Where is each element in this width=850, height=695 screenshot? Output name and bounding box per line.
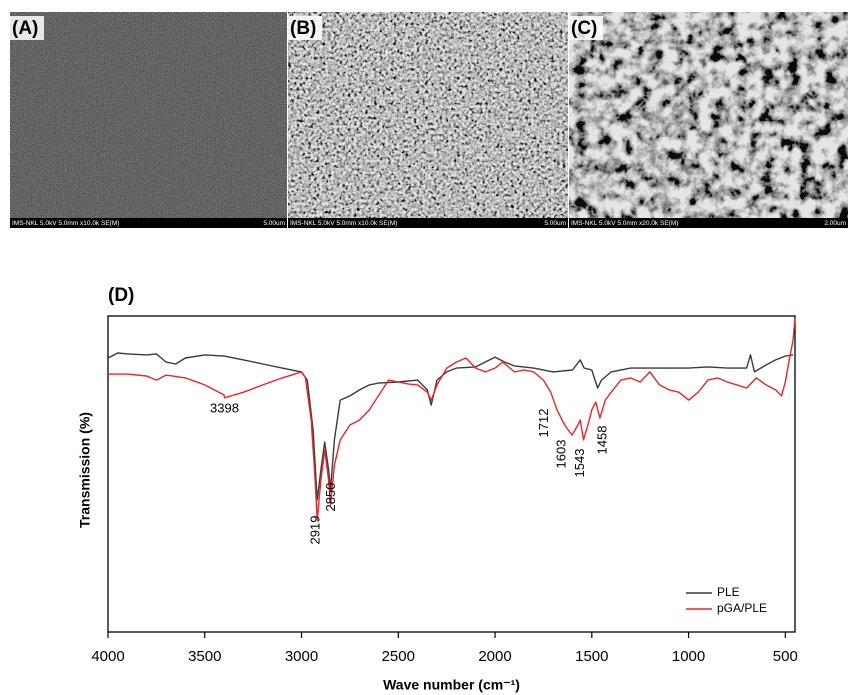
- x-tick-label: 3500: [188, 648, 221, 665]
- panel-label: (A): [12, 18, 38, 39]
- x-tick-label: 2000: [478, 648, 511, 665]
- x-tick-label: 1000: [672, 648, 705, 665]
- info-bar: [569, 218, 848, 228]
- panel-label: (C): [571, 18, 597, 39]
- label-bg: [10, 16, 44, 40]
- x-tick-label: 3000: [285, 648, 318, 665]
- panel-label: (B): [290, 18, 316, 39]
- sem-info: IMS-NKL 5.0kV 5.0mm x20.0k SE(M): [571, 220, 678, 227]
- peak-label: 1603: [553, 440, 568, 469]
- label-bg: [288, 16, 322, 40]
- y-axis-label: Transmission (%): [77, 412, 93, 528]
- sem-panels: IMS-NKL 5.0kV 5.0mm x10.0k SE(M) 5.00um (A…: [10, 12, 848, 228]
- panel-label: (D): [108, 285, 134, 306]
- peak-label: 1458: [594, 426, 609, 455]
- label-bg: [569, 16, 603, 40]
- x-axis-label: Wave number (cm⁻¹): [383, 677, 520, 693]
- spectrum-line: [108, 317, 796, 521]
- info-bar: [10, 218, 287, 228]
- x-tick-label: 500: [773, 648, 798, 665]
- spectrum-line: [107, 352, 794, 501]
- peak-label: 3398: [210, 400, 239, 415]
- sem-info: IMS-NKL 5.0kV 5.0mm x10.0k SE(M): [290, 220, 397, 227]
- x-tick-label: 4000: [91, 648, 124, 665]
- sem-texture: [569, 12, 848, 218]
- info-bar: [288, 218, 568, 228]
- peak-label: 2919: [308, 516, 323, 545]
- sem-scale: 2.00um: [824, 220, 846, 227]
- sem-scale: 5.00um: [544, 220, 566, 227]
- legend-label: PLE: [717, 585, 740, 599]
- peak-label: 1712: [536, 409, 551, 438]
- x-tick-label: 1500: [575, 648, 608, 665]
- plot-frame: [107, 315, 796, 633]
- sem-texture: [288, 12, 568, 218]
- sem-scale: 5.00um: [263, 220, 285, 227]
- ftir-chart: (D) 4000 3500 3000 2500 2000 1500 1000 500 Wave n…: [77, 285, 798, 693]
- peak-label: 1543: [572, 449, 587, 478]
- sem-texture: [10, 12, 287, 218]
- peak-label: 2850: [323, 483, 338, 512]
- legend-label: pGA/PLE: [717, 601, 767, 615]
- x-tick-label: 2500: [382, 648, 415, 665]
- sem-info: IMS-NKL 5.0kV 5.0mm x10.0k SE(M): [12, 220, 119, 227]
